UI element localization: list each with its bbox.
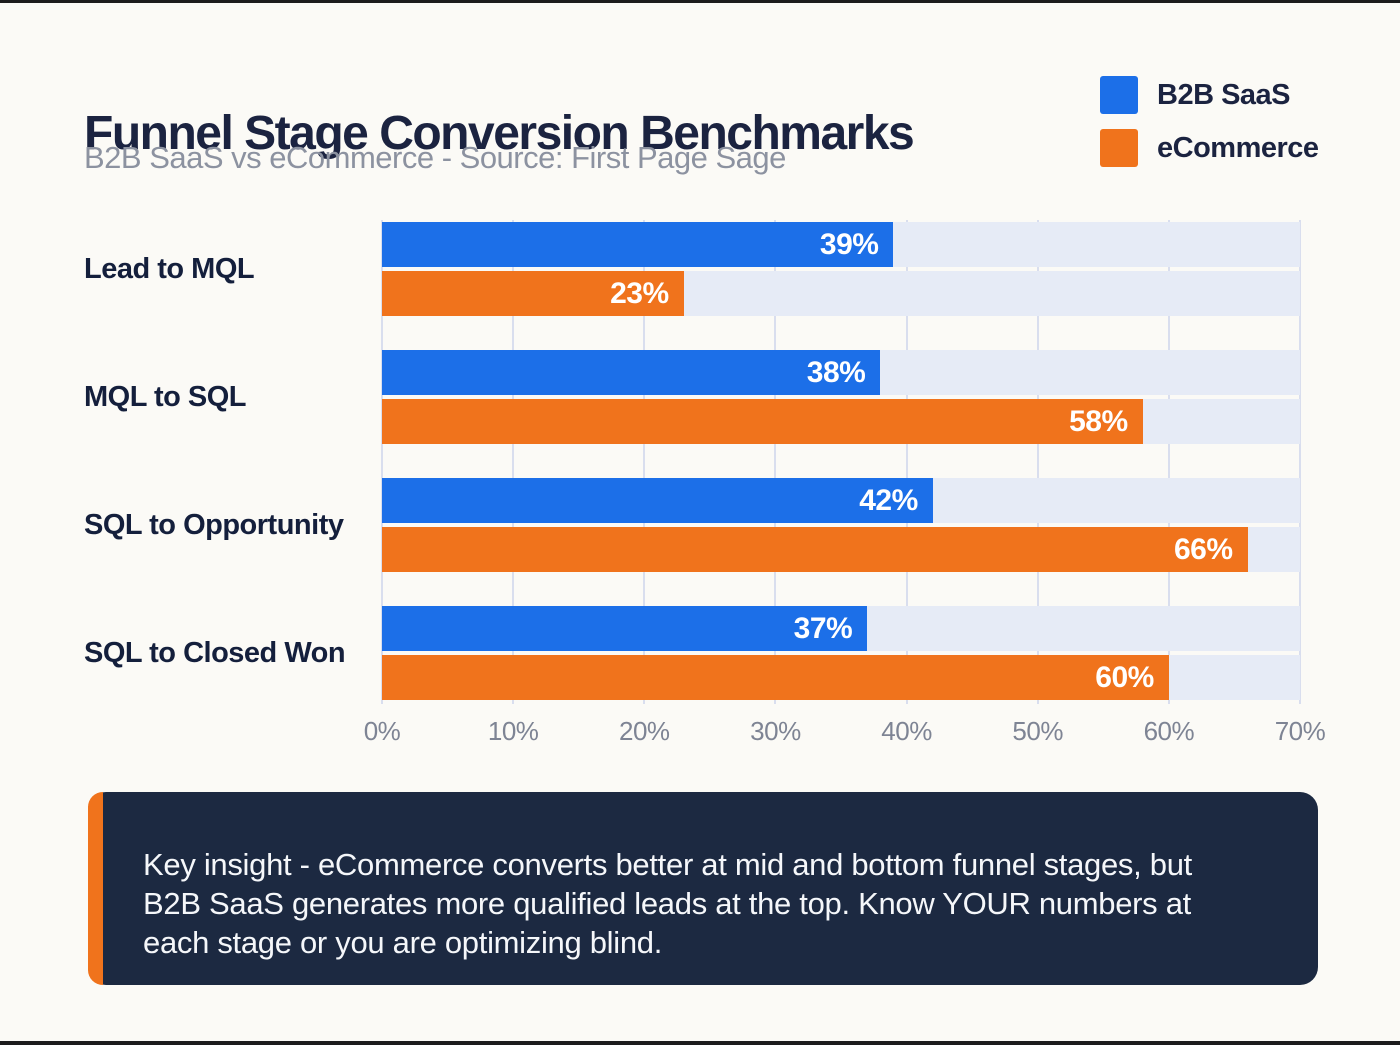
bar-b2b-saas: 37% [382, 606, 868, 651]
bar-group-sql-to-closed-won: 37% 60% [382, 606, 1300, 700]
bar-b2b-saas: 42% [382, 478, 933, 523]
bar-ecommerce: 23% [382, 271, 684, 316]
gridline [1036, 220, 1039, 704]
gridline [774, 220, 777, 704]
bar-b2b-saas: 38% [382, 350, 881, 395]
gridline [1299, 220, 1301, 704]
bar-track: 42% [382, 478, 1300, 523]
bar-track: 37% [382, 606, 1300, 651]
bar-ecommerce: 66% [382, 527, 1248, 572]
x-tick-label: 30% [750, 716, 801, 746]
x-tick-label: 70% [1274, 716, 1326, 746]
x-tick-label: 10% [487, 716, 539, 746]
bar-ecommerce: 58% [382, 399, 1143, 444]
x-tick-label: 20% [619, 716, 670, 746]
x-tick-label: 0% [363, 716, 401, 746]
chart-subtitle: B2B SaaS vs eCommerce - Source: First Pa… [84, 140, 786, 175]
bar-track: 39% [382, 222, 1300, 267]
insight-callout: Key insight - eCommerce converts better … [88, 792, 1318, 985]
bar-b2b-saas: 39% [382, 222, 894, 267]
gridline [643, 220, 646, 704]
legend-swatch-b2b-saas [1100, 76, 1138, 114]
bar-value-label: 66% [1173, 532, 1233, 566]
bar-track: 23% [382, 271, 1300, 316]
legend-label-ecommerce: eCommerce [1157, 131, 1319, 164]
gridline [381, 220, 383, 704]
gridline [512, 220, 515, 704]
bar-value-label: 23% [610, 276, 669, 310]
x-tick-label: 60% [1143, 716, 1195, 746]
bar-track: 58% [382, 399, 1300, 444]
bar-value-label: 38% [806, 355, 866, 389]
chart-title: Funnel Stage Conversion Benchmarks [84, 107, 915, 161]
bar-value-label: 37% [793, 611, 853, 645]
legend: B2B SaaS eCommerce [1100, 76, 1319, 167]
bar-track: 60% [382, 655, 1300, 700]
bar-group-sql-to-opportunity: 42% 66% [382, 478, 1300, 572]
bar-group-lead-to-mql: 39% 23% [382, 222, 1300, 316]
top-edge-strip [0, 0, 1400, 3]
gridline [905, 220, 908, 704]
bar-group-mql-to-sql: 38% 58% [382, 350, 1300, 444]
category-label-mql-to-sql: MQL to SQL [84, 380, 247, 413]
bar-value-label: 42% [859, 483, 918, 517]
bar-value-label: 39% [819, 227, 879, 261]
bar-track: 38% [382, 350, 1300, 395]
category-axis: Lead to MQL MQL to SQL SQL to Opportunit… [84, 222, 376, 702]
category-label-sql-to-opportunity: SQL to Opportunity [84, 508, 344, 541]
category-label-sql-to-closed-won: SQL to Closed Won [84, 636, 346, 669]
category-label-lead-to-mql: Lead to MQL [84, 252, 255, 285]
legend-swatch-ecommerce [1100, 129, 1138, 167]
bottom-edge-strip [0, 1041, 1400, 1045]
bar-value-label: 60% [1095, 660, 1154, 694]
bar-value-label: 58% [1069, 404, 1128, 438]
insight-text: Key insight - eCommerce converts better … [143, 847, 1192, 960]
legend-label-b2b-saas: B2B SaaS [1157, 78, 1291, 111]
bar-ecommerce: 60% [382, 655, 1169, 700]
plot-area: 39% 23% 38% 58% 42% 66% [381, 220, 1301, 704]
legend-item-ecommerce: eCommerce [1100, 129, 1319, 167]
x-tick-label: 50% [1012, 716, 1063, 746]
x-tick-label: 40% [881, 716, 932, 746]
legend-item-b2b-saas: B2B SaaS [1100, 76, 1319, 114]
bar-track: 66% [382, 527, 1300, 572]
insight-accent-stripe [88, 792, 103, 985]
gridline [1167, 220, 1170, 704]
x-axis: 0% 10% 20% 30% 40% 50% 60% 70% [364, 716, 1326, 750]
